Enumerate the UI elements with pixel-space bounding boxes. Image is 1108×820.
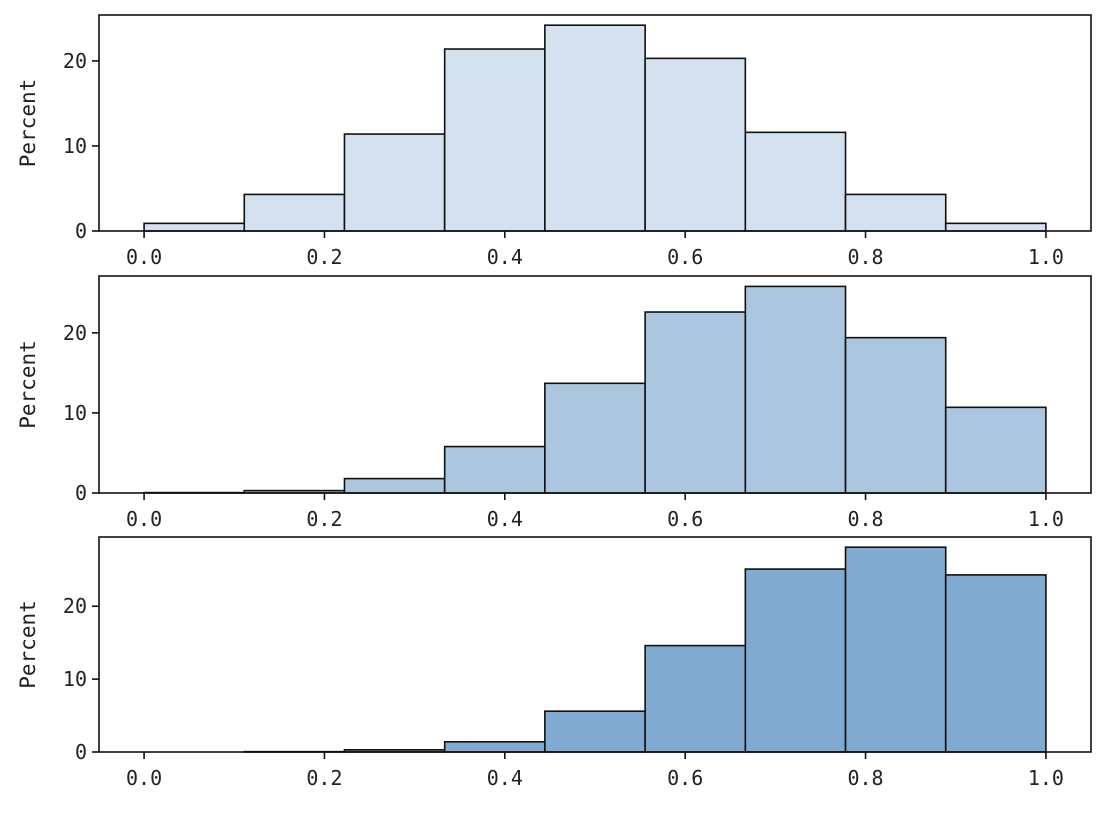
y-tick-label: 20 xyxy=(63,49,87,73)
x-tick-label: 0.4 xyxy=(487,245,523,269)
histogram-panel-1: 0.0 0.2 0.4 0.6 0.8 1.0 0 10 20 Percent xyxy=(16,15,1091,269)
histogram-bar xyxy=(745,132,845,231)
histogram-bar xyxy=(946,223,1046,231)
histogram-bar xyxy=(745,286,845,493)
x-tick-label: 0.0 xyxy=(126,507,162,531)
x-tick-label: 0.8 xyxy=(847,245,883,269)
x-tick-label: 0.6 xyxy=(667,507,703,531)
y-tick-label: 20 xyxy=(63,594,87,618)
histogram-bar xyxy=(344,479,444,493)
x-tick-label: 0.8 xyxy=(847,766,883,790)
x-tick-label: 0.2 xyxy=(306,245,342,269)
histogram-bar xyxy=(946,575,1046,752)
x-tick-label: 1.0 xyxy=(1028,766,1064,790)
histogram-bar xyxy=(946,407,1046,493)
histogram-bar xyxy=(645,58,745,231)
x-tick-label: 0.0 xyxy=(126,766,162,790)
y-tick-label: 0 xyxy=(75,740,87,764)
x-tick-label: 0.2 xyxy=(306,507,342,531)
x-tick-label: 0.4 xyxy=(487,507,523,531)
y-axis-label: Percent xyxy=(16,600,40,689)
histogram-bar xyxy=(645,312,745,493)
x-tick-label: 0.6 xyxy=(667,766,703,790)
y-tick-label: 10 xyxy=(63,401,87,425)
y-tick-label: 10 xyxy=(63,667,87,691)
histogram-bar xyxy=(545,711,645,752)
y-axis-label: Percent xyxy=(16,340,40,429)
histogram-bar xyxy=(445,49,545,231)
bar-group xyxy=(144,286,1046,493)
y-axis-label: Percent xyxy=(16,79,40,168)
histogram-bar xyxy=(445,447,545,493)
x-tick-label: 0.0 xyxy=(126,245,162,269)
histogram-bar xyxy=(545,25,645,231)
bar-group xyxy=(144,25,1046,231)
x-tick-label: 0.6 xyxy=(667,245,703,269)
histogram-bar xyxy=(144,223,244,231)
histogram-bar xyxy=(445,742,545,752)
x-tick-label: 0.2 xyxy=(306,766,342,790)
y-tick-label: 10 xyxy=(63,134,87,158)
histogram-bar xyxy=(645,646,745,752)
x-tick-label: 1.0 xyxy=(1028,507,1064,531)
x-tick-label: 0.8 xyxy=(847,507,883,531)
histogram-bar xyxy=(846,194,946,231)
histogram-bar xyxy=(244,194,344,231)
histogram-bar xyxy=(344,134,444,231)
histogram-panel-3: 0.0 0.2 0.4 0.6 0.8 1.0 0 10 20 Percent xyxy=(16,537,1091,790)
y-tick-label: 20 xyxy=(63,321,87,345)
y-tick-label: 0 xyxy=(75,481,87,505)
histogram-bar xyxy=(846,547,946,752)
x-tick-label: 0.4 xyxy=(487,766,523,790)
histogram-panel-2: 0.0 0.2 0.4 0.6 0.8 1.0 0 10 20 Percent xyxy=(16,276,1091,531)
histogram-bar xyxy=(846,338,946,493)
bar-group xyxy=(244,547,1046,752)
x-tick-label: 1.0 xyxy=(1028,245,1064,269)
histogram-bar xyxy=(745,569,845,752)
y-tick-label: 0 xyxy=(75,219,87,243)
histogram-bar xyxy=(545,383,645,493)
